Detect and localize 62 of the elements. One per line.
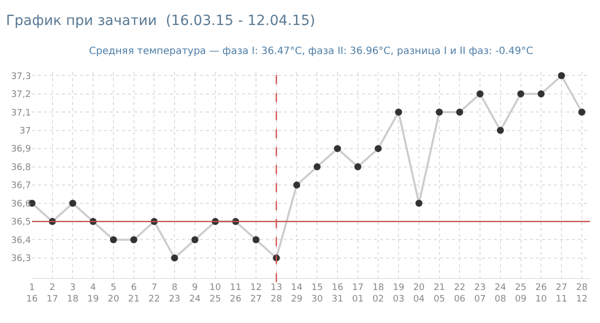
y-tick-label: 37 [20,126,31,136]
x-tick-label: 16 31 [332,282,344,304]
x-tick-label: 5 20 [108,282,120,304]
x-tick-label: 10 25 [210,282,222,304]
point [252,236,260,244]
point [374,145,382,152]
x-tick-label: 15 30 [311,282,324,304]
point [354,163,362,170]
x-tick-label: 3 18 [67,282,79,304]
x-tick-label: 18 02 [372,282,384,304]
x-tick-label: 11 26 [230,282,242,304]
y-tick-label: 36,7 [10,181,31,192]
point [558,72,565,80]
y-tick-label: 36,5 [10,218,31,228]
point [496,126,504,134]
x-tick-label: 25 09 [515,282,527,304]
x-tick-label: 17 01 [352,282,364,304]
point [476,90,484,98]
x-tick-label: 4 19 [87,282,100,304]
y-tick-label: 36,3 [10,254,31,264]
point [456,108,464,116]
x-tick-label: 22 06 [454,282,466,304]
x-tick-label: 27 11 [556,282,568,304]
chart-subtitle: Средняя температура — фаза I: 36.47°C, фаза II: 36.96°C, разница I и II фаз: -0.49°C [89,46,534,57]
y-tick-label: 37,3 [10,72,31,82]
point [191,236,198,244]
point [110,236,117,244]
x-tick-label: 20 04 [413,282,425,304]
x-tick-label: 8 23 [168,282,180,304]
x-tick-label: 21 05 [434,282,446,304]
point [171,254,178,262]
x-tick-label: 24 08 [494,282,506,304]
x-tick-label: 1 16 [26,282,38,304]
x-tick-label: 19 03 [392,282,405,304]
point [395,108,402,116]
chart-title: График при зачатии (16.03.15 - 12.04.15) [6,13,316,29]
x-tick-label: 13 28 [270,282,282,304]
y-tick-label: 36,6 [10,199,32,210]
y-tick-label: 37,1 [10,108,31,118]
x-tick-label: 2 17 [46,282,58,304]
point [436,108,443,116]
point [334,145,341,152]
x-tick-label: 14 29 [291,282,303,304]
x-tick-label: 6 21 [128,282,140,304]
y-tick-label: 36,4 [10,236,32,246]
x-tick-label: 12 27 [250,282,262,304]
x-tick-label: 26 10 [535,282,548,304]
point [415,200,422,207]
point [538,90,545,98]
point [130,236,138,244]
point [578,108,586,116]
x-tick-label: 28 12 [576,282,588,304]
y-tick-label: 37,2 [10,90,31,100]
point [314,163,321,170]
x-tick-label: 7 22 [148,282,160,304]
point [69,200,76,207]
point [517,90,524,98]
x-tick-label: 9 24 [189,282,201,304]
y-tick-label: 36,9 [10,144,32,155]
y-tick-label: 36,8 [10,162,32,173]
x-tick-label: 23 07 [474,282,486,304]
point [293,182,300,189]
